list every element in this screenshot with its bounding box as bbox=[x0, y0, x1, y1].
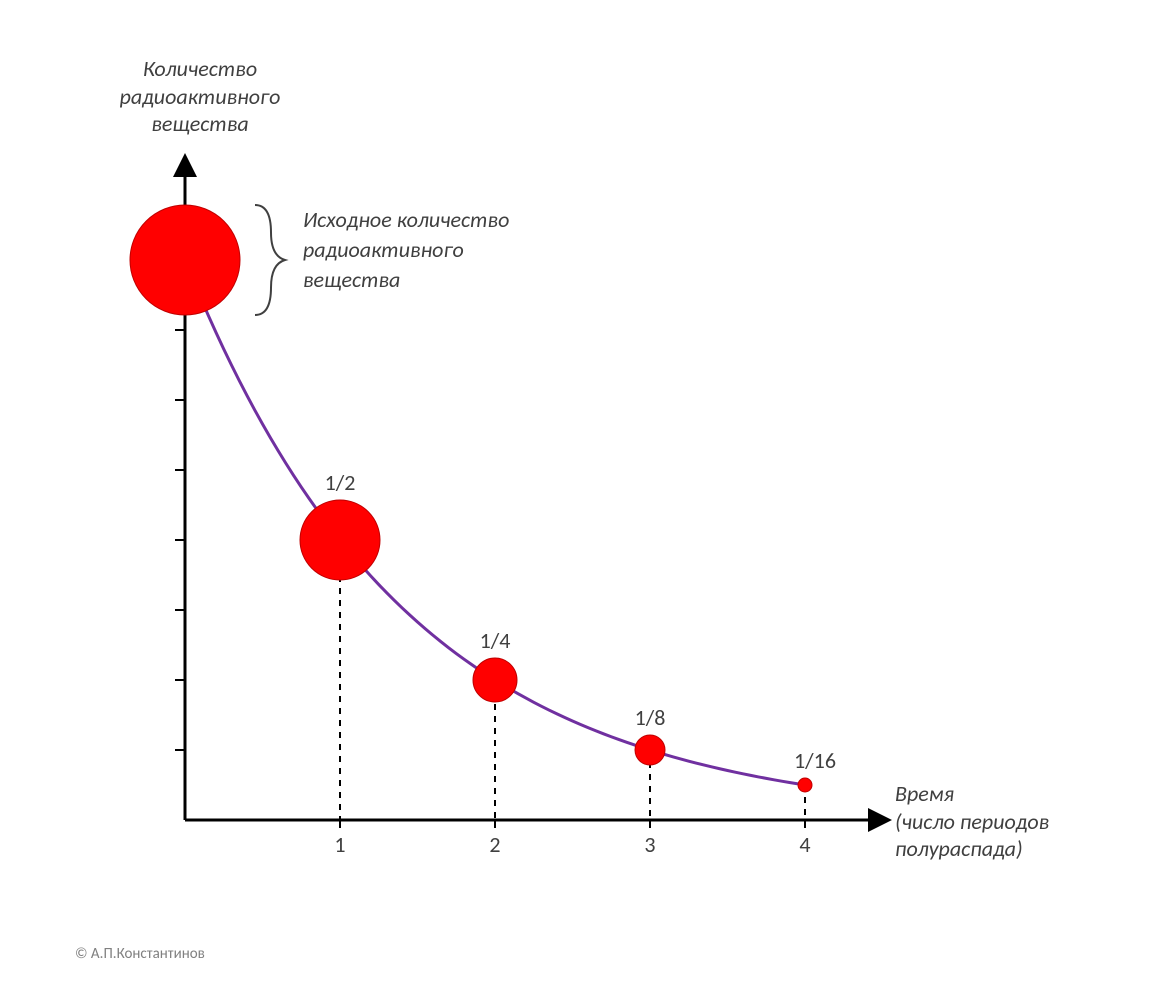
svg-text:1: 1 bbox=[334, 831, 345, 858]
y-axis-title: Количестворадиоактивноговещества bbox=[80, 55, 320, 138]
svg-text:1/2: 1/2 bbox=[325, 469, 356, 496]
svg-text:4: 4 bbox=[799, 831, 810, 858]
svg-text:3: 3 bbox=[644, 831, 655, 858]
copyright-text: © А.П.Константинов bbox=[75, 945, 205, 963]
svg-text:1/8: 1/8 bbox=[635, 704, 666, 731]
svg-text:1/16: 1/16 bbox=[794, 747, 836, 774]
x-axis-title: Время(число периодовполураспада) bbox=[895, 780, 1155, 863]
svg-text:2: 2 bbox=[489, 831, 500, 858]
chart-container: Количестворадиоактивноговещества Время(ч… bbox=[0, 0, 1163, 986]
svg-text:вещества: вещества bbox=[303, 266, 400, 293]
svg-text:1/4: 1/4 bbox=[480, 627, 511, 654]
svg-text:Исходное количество: Исходное количество bbox=[303, 206, 509, 233]
svg-text:радиоактивного: радиоактивного bbox=[303, 236, 464, 263]
